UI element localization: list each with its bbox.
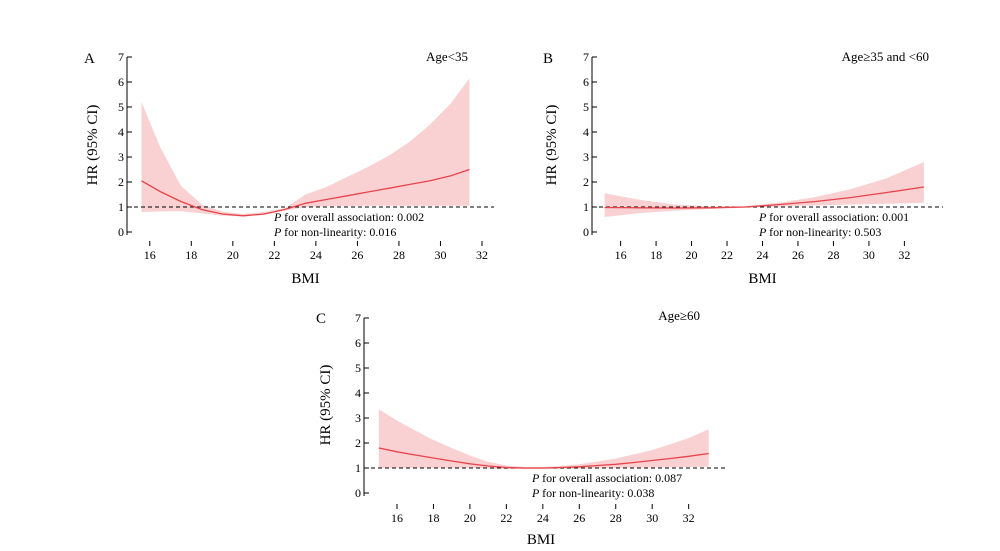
x-tick-label: 26 — [351, 248, 363, 262]
y-tick-label: 5 — [583, 100, 589, 114]
x-tick-label: 16 — [615, 248, 627, 262]
hr-curve — [378, 447, 709, 469]
y-tick-label: 7 — [355, 311, 361, 325]
subgroup-label: Age≥60 — [658, 308, 700, 323]
x-tick-label: 24 — [310, 248, 322, 262]
y-tick-label: 3 — [583, 150, 589, 164]
x-axis-title: BMI — [527, 532, 555, 548]
y-tick-label: 4 — [118, 125, 124, 139]
y-tick-label: 4 — [355, 386, 361, 400]
x-tick-label: 32 — [476, 248, 488, 262]
y-tick-label: 7 — [118, 50, 124, 64]
y-tick-label: 7 — [583, 50, 589, 64]
x-tick-label: 18 — [650, 248, 662, 262]
p-value-annotation: P for overall association: 0.087 — [531, 471, 682, 485]
y-axis-title: HR (95% CI) — [318, 365, 334, 446]
x-tick-label: 20 — [686, 248, 698, 262]
chart-panel-c: 0 1 2 3 4 5 6 7 16 18 20 22 24 26 28 30 32 BMI HR (95% CI)… — [316, 308, 728, 548]
x-tick-label: 22 — [500, 511, 512, 525]
x-tick-label: 26 — [792, 248, 804, 262]
panel-letter: A — [84, 51, 95, 67]
x-tick-label: 30 — [434, 248, 446, 262]
x-tick-label: 28 — [610, 511, 622, 525]
x-axis-title: BMI — [748, 271, 776, 287]
y-tick-label: 0 — [583, 225, 589, 239]
y-axis-title: HR (95% CI) — [85, 105, 101, 186]
y-tick-label: 2 — [118, 175, 124, 189]
y-tick-label: 3 — [355, 411, 361, 425]
x-tick-label: 28 — [393, 248, 405, 262]
y-tick-label: 1 — [355, 461, 361, 475]
x-tick-label: 32 — [898, 248, 910, 262]
x-axis-title: BMI — [291, 271, 319, 287]
y-tick-label: 6 — [355, 336, 361, 350]
y-tick-label: 0 — [355, 486, 361, 500]
x-tick-label: 30 — [646, 511, 658, 525]
x-tick-label: 20 — [464, 511, 476, 525]
y-tick-label: 3 — [118, 150, 124, 164]
y-tick-label: 4 — [583, 125, 589, 139]
x-tick-label: 26 — [573, 511, 585, 525]
y-tick-label: 2 — [583, 175, 589, 189]
x-tick-label: 28 — [827, 248, 839, 262]
hr-curve — [604, 186, 924, 209]
p-value-annotation: P for non-linearity: 0.016 — [273, 225, 396, 239]
p-value-annotation: P for non-linearity: 0.038 — [531, 486, 654, 500]
x-tick-label: 22 — [268, 248, 280, 262]
x-tick-label: 30 — [863, 248, 875, 262]
x-tick-label: 18 — [185, 248, 197, 262]
ci-band — [378, 409, 709, 469]
x-tick-label: 24 — [537, 511, 549, 525]
x-tick-label: 20 — [227, 248, 239, 262]
y-tick-label: 1 — [118, 200, 124, 214]
y-tick-label: 6 — [118, 75, 124, 89]
y-tick-label: 1 — [583, 200, 589, 214]
y-tick-label: 6 — [583, 75, 589, 89]
panel-letter: B — [543, 51, 553, 67]
panel-letter: C — [316, 311, 326, 327]
x-tick-label: 24 — [757, 248, 769, 262]
hr-curve — [141, 168, 470, 217]
ci-band — [604, 162, 924, 217]
subgroup-label: Age≥35 and <60 — [842, 49, 929, 64]
x-tick-label: 18 — [427, 511, 439, 525]
chart-panel-a: 0 1 2 3 4 5 6 7 16 18 20 22 24 26 28 30 32 BMI HR (95% CI)… — [84, 49, 494, 287]
y-tick-label: 5 — [355, 361, 361, 375]
y-tick-label: 0 — [118, 225, 124, 239]
x-tick-label: 16 — [391, 511, 403, 525]
y-axis-title: HR (95% CI) — [544, 105, 560, 186]
x-tick-label: 22 — [721, 248, 733, 262]
p-value-annotation: P for overall association: 0.001 — [758, 210, 909, 224]
x-tick-label: 32 — [683, 511, 695, 525]
ci-band — [141, 78, 470, 217]
y-tick-label: 5 — [118, 100, 124, 114]
p-value-annotation: P for non-linearity: 0.503 — [758, 225, 881, 239]
p-value-annotation: P for overall association: 0.002 — [273, 210, 424, 224]
subgroup-label: Age<35 — [426, 49, 468, 64]
y-tick-label: 2 — [355, 436, 361, 450]
x-tick-label: 16 — [144, 248, 156, 262]
chart-panel-b: 0 1 2 3 4 5 6 7 16 18 20 22 24 26 28 30 32 BMI HR (95% CI)… — [543, 49, 943, 287]
